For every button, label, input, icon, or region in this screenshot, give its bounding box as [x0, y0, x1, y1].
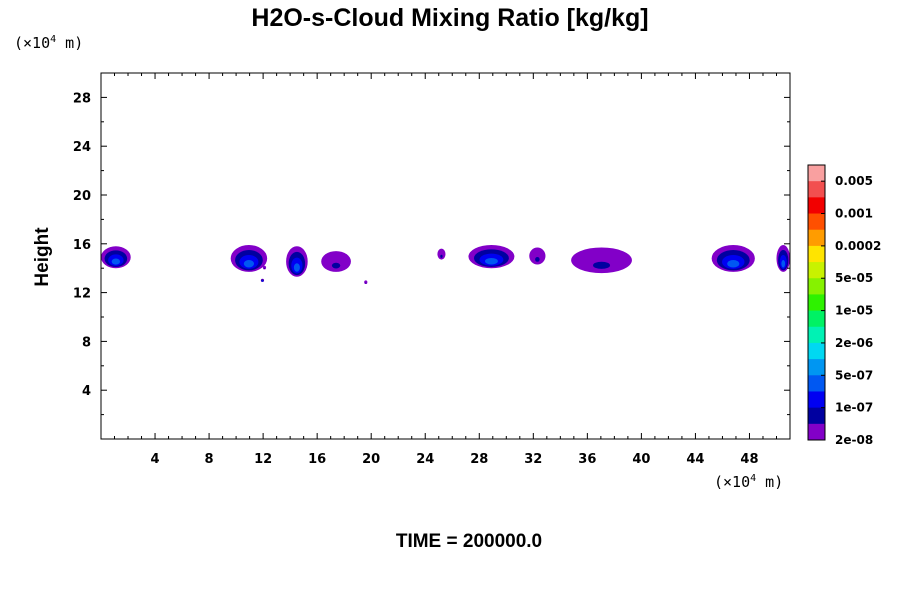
cloud-level	[365, 282, 367, 284]
cloud-level	[571, 247, 632, 274]
y-tick-label: 4	[82, 384, 91, 399]
x-tick-label: 36	[578, 452, 596, 467]
x-unit-exponent: 4	[750, 473, 757, 484]
colorbar-swatch	[808, 391, 825, 409]
cloud-feature	[286, 246, 308, 277]
x-tick-label: 32	[524, 452, 542, 467]
cloud-level	[243, 259, 255, 268]
colorbar-swatch	[808, 407, 825, 425]
colorbar-swatch	[808, 229, 825, 247]
cloud-level	[437, 248, 446, 260]
x-unit-suffix: m)	[756, 473, 784, 491]
cloud-level	[781, 259, 786, 268]
colorbar-swatch	[808, 375, 825, 392]
x-tick-label: 12	[254, 452, 272, 467]
y-tick-label: 16	[73, 238, 91, 253]
colorbar-swatch	[808, 181, 825, 198]
colorbar-label: 5e-05	[835, 271, 873, 285]
colorbar-label: 0.0002	[835, 239, 881, 253]
y-unit-label: (×104 m)	[14, 34, 83, 52]
time-label: TIME = 200000.0	[395, 531, 543, 552]
cloud-level	[321, 251, 351, 272]
x-tick-label: 44	[686, 452, 704, 467]
cloud-feature	[321, 251, 351, 272]
colorbar-swatch	[808, 245, 825, 263]
cloud-feature	[260, 278, 265, 282]
y-tick-label: 8	[82, 335, 91, 350]
cloud-level	[485, 257, 498, 265]
y-unit-suffix: m)	[56, 34, 84, 52]
cloud-feature	[437, 248, 446, 260]
cloud-level	[293, 263, 300, 272]
x-tick-label: 4	[151, 452, 160, 467]
colorbar-label: 2e-06	[835, 336, 873, 350]
colorbar-frame	[807, 164, 826, 441]
x-tick-label: 24	[416, 452, 434, 467]
cloud-feature	[101, 246, 131, 269]
y-unit-exponent: 4	[50, 34, 57, 45]
colorbar-swatch	[808, 213, 825, 231]
y-tick-label: 28	[73, 91, 91, 106]
cloud-level	[440, 254, 443, 258]
cloud-feature	[776, 245, 790, 272]
cloud-feature	[230, 245, 268, 272]
cloud-level	[261, 280, 263, 282]
x-tick-label: 8	[205, 452, 214, 467]
y-unit-prefix: (×10	[14, 34, 51, 52]
cloud-level	[262, 265, 267, 270]
colorbar-swatch	[808, 342, 825, 360]
cloud-level	[111, 258, 121, 265]
cloud-feature	[468, 245, 515, 269]
colorbar-swatch	[808, 310, 825, 328]
y-tick-label: 20	[73, 189, 91, 204]
colorbar-swatch	[808, 165, 825, 182]
colorbar-label: 1e-07	[835, 401, 873, 415]
x-tick-label: 16	[308, 452, 326, 467]
cloud-feature	[529, 247, 546, 265]
cloud-level	[264, 267, 265, 269]
cloud-feature	[571, 247, 632, 274]
colorbar-label: 5e-07	[835, 368, 873, 382]
cloud-feature	[262, 265, 267, 270]
cloud-level	[529, 247, 546, 265]
x-unit-label: (×104 m)	[714, 473, 783, 491]
colorbar-swatch	[808, 359, 825, 376]
cloud-level	[593, 261, 611, 269]
colorbar-swatch	[808, 326, 825, 344]
x-tick-label: 28	[470, 452, 488, 467]
cloud-level	[727, 259, 740, 268]
x-tick-label: 48	[740, 452, 758, 467]
colorbar-swatch	[808, 423, 825, 441]
cloud-level	[535, 256, 540, 262]
colorbar-swatch	[808, 278, 825, 295]
cloud-level	[331, 262, 341, 269]
x-tick-label: 40	[632, 452, 650, 467]
colorbar-swatch	[808, 197, 825, 215]
cloud-features	[101, 245, 790, 285]
colorbar: 0.005 0.001 0.0002 5e-05 1e-05 2e-06 5e-07 1e-0…	[807, 164, 881, 447]
y-tick-label: 12	[73, 287, 91, 302]
x-tick-label: 20	[362, 452, 380, 467]
colorbar-label: 0.005	[835, 174, 873, 188]
cloud-feature	[364, 280, 368, 285]
cloud-level	[364, 280, 368, 285]
x-unit-prefix: (×10	[714, 473, 751, 491]
cloud-feature	[711, 245, 755, 272]
colorbar-swatch	[808, 294, 825, 312]
colorbar-label: 0.001	[835, 207, 873, 221]
colorbar-label: 1e-05	[835, 304, 873, 318]
plot-frame	[100, 72, 791, 440]
colorbar-label: 2e-08	[835, 433, 873, 447]
y-tick-label: 24	[73, 140, 91, 155]
colorbar-swatch	[808, 262, 825, 279]
chart-title: H2O-s-Cloud Mixing Ratio [kg/kg]	[251, 4, 649, 32]
